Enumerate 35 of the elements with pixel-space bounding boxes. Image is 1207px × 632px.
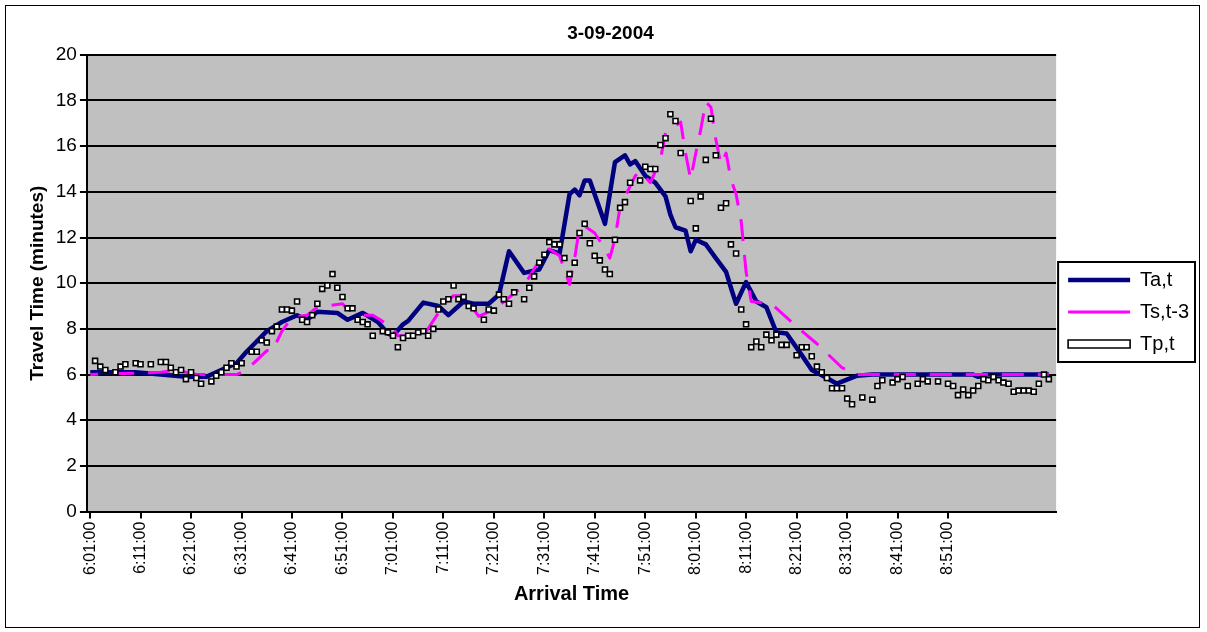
y-tick-label: 12 [55,225,77,247]
x-tick-label: 6:51:00 [332,521,350,576]
y-axis-title: Travel Time (minutes) [25,185,47,381]
chart-title: 3-09-2004 [567,21,655,43]
y-tick-label: 4 [66,408,78,430]
x-tick-label: 6:31:00 [231,521,249,576]
x-tick-label: 6:21:00 [181,521,199,576]
x-tick-label: 6:11:00 [131,521,149,574]
x-tick-label: 6:01:00 [80,521,98,576]
x-tick-label: 8:11:00 [736,521,754,574]
x-tick-label: 6:41:00 [282,521,300,576]
y-tick-label: 18 [55,88,77,110]
x-tick-label: 7:21:00 [484,521,502,576]
y-tick-label: 16 [55,134,77,156]
x-tick-label: 7:41:00 [585,521,603,576]
legend-label: Tp,t [1140,331,1175,354]
x-tick-label: 8:51:00 [938,521,956,576]
x-axis-title: Arrival Time [513,581,630,604]
x-tick-label: 8:21:00 [787,521,805,576]
x-tick-label: 8:31:00 [837,521,855,576]
y-tick-label: 0 [66,499,77,521]
y-tick-label: 14 [55,180,78,202]
y-tick-label: 2 [66,454,77,476]
x-tick-label: 7:01:00 [383,521,401,576]
legend-label: Ts,t-3 [1140,299,1190,322]
y-tick-label: 6 [66,362,77,384]
y-tick-label: 20 [55,43,77,65]
y-tick-label: 10 [55,271,77,293]
x-tick-label: 7:11:00 [433,521,451,574]
legend-label: Ta,t [1140,267,1173,290]
y-tick-label: 8 [66,317,77,339]
x-tick-label: 8:41:00 [887,521,905,576]
x-tick-label: 8:01:00 [686,521,704,576]
x-tick-label: 7:51:00 [635,521,653,576]
x-tick-label: 7:31:00 [534,521,552,576]
